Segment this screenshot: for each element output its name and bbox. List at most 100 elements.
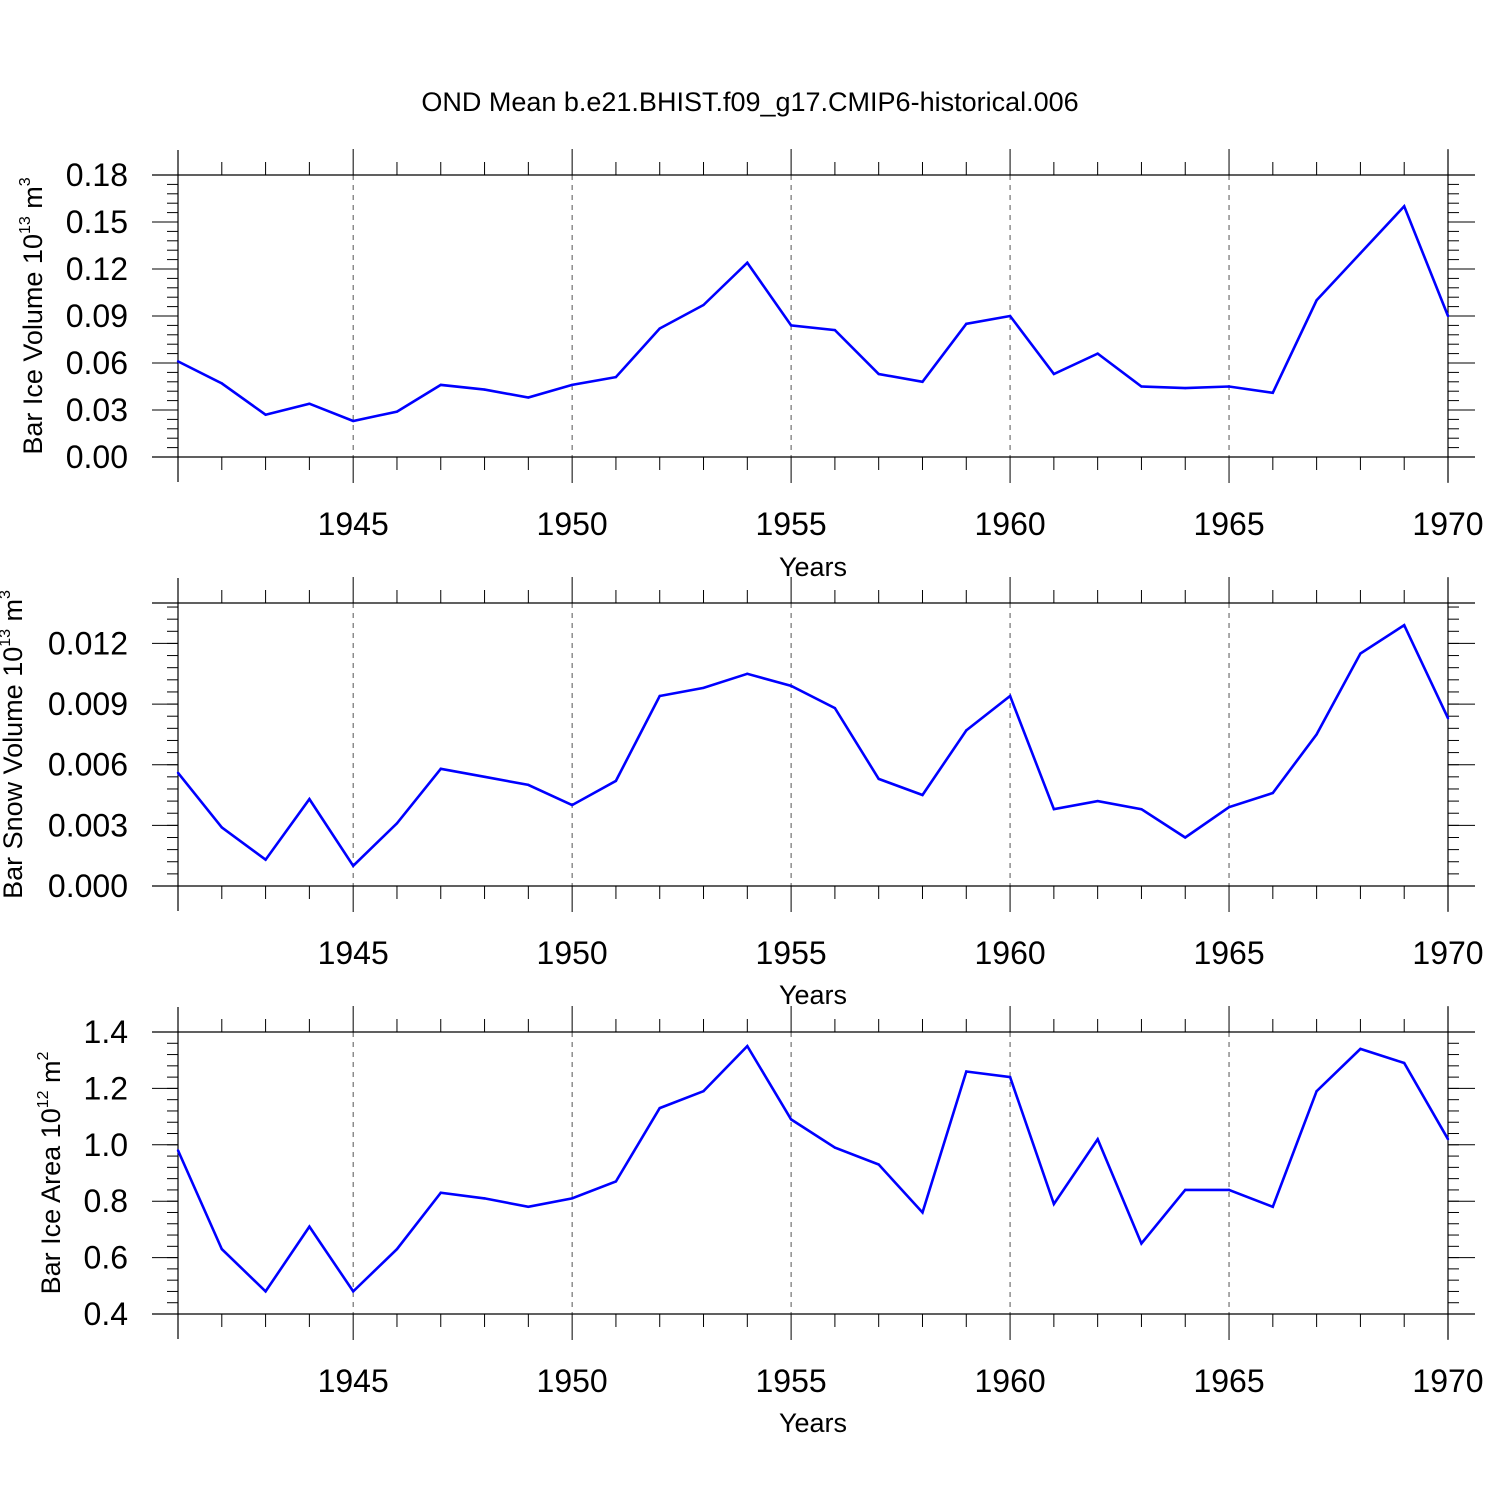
data-point bbox=[833, 1146, 837, 1149]
data-point bbox=[789, 324, 793, 327]
x-tick-label: 1970 bbox=[1412, 1363, 1483, 1399]
x-tick-label: 1965 bbox=[1193, 1363, 1264, 1399]
data-point bbox=[1140, 807, 1143, 811]
data-point bbox=[220, 382, 223, 385]
data-point bbox=[1315, 733, 1318, 736]
data-point bbox=[1446, 717, 1450, 720]
y-axis-title: Bar Ice Area 1012 m2 bbox=[35, 1051, 66, 1294]
series-line bbox=[177, 203, 1450, 423]
y-tick-label: 0.12 bbox=[66, 251, 128, 287]
data-point bbox=[789, 684, 793, 688]
data-point bbox=[1227, 805, 1231, 809]
data-point bbox=[1227, 1188, 1231, 1192]
data-point bbox=[1052, 372, 1056, 376]
series-line bbox=[176, 623, 1450, 868]
x-tick-label: 1950 bbox=[537, 1363, 608, 1399]
data-point bbox=[176, 771, 180, 774]
data-point bbox=[658, 327, 661, 330]
data-point bbox=[439, 767, 442, 770]
data-point bbox=[1271, 391, 1275, 394]
data-point bbox=[965, 322, 968, 326]
x-axis-title: Years bbox=[779, 980, 847, 1010]
data-point bbox=[614, 375, 618, 379]
data-point bbox=[658, 1106, 661, 1110]
data-point bbox=[527, 1205, 530, 1209]
x-tick-label: 1965 bbox=[1193, 506, 1264, 542]
data-point bbox=[614, 779, 618, 783]
data-point bbox=[308, 1225, 311, 1228]
y-tick-label: 0.8 bbox=[84, 1183, 128, 1219]
y-tick-label: 0.012 bbox=[48, 625, 128, 661]
data-point bbox=[1359, 652, 1362, 655]
data-point bbox=[1184, 1188, 1187, 1192]
x-axis-title: Years bbox=[779, 552, 847, 582]
data-point bbox=[1403, 624, 1406, 627]
data-point bbox=[965, 1070, 968, 1073]
data-point bbox=[308, 797, 311, 801]
data-point bbox=[833, 706, 837, 710]
y-tick-label: 0.15 bbox=[66, 204, 128, 240]
data-point bbox=[1008, 314, 1012, 318]
x-tick-label: 1955 bbox=[756, 1363, 827, 1399]
data-point bbox=[658, 694, 661, 698]
data-point bbox=[439, 383, 442, 387]
x-tick-label: 1965 bbox=[1193, 935, 1264, 971]
data-point bbox=[1315, 299, 1318, 302]
data-point bbox=[1096, 799, 1099, 803]
data-point bbox=[176, 360, 180, 363]
panel-2: 0.000 0.003 0.006 0.009 0.012 1945 1950 1955 196… bbox=[0, 577, 1484, 1010]
y-tick-label: 0.006 bbox=[48, 747, 128, 783]
data-point bbox=[1140, 385, 1143, 388]
data-point bbox=[877, 372, 880, 376]
y-axis-title: Bar Snow Volume 1013 m3 bbox=[0, 590, 28, 899]
data-point bbox=[308, 402, 311, 405]
y-tick-label: 0.6 bbox=[84, 1240, 128, 1276]
data-point bbox=[1403, 205, 1406, 208]
panel-3: 0.4 0.6 0.8 1.0 1.2 1.4 1945 1950 1955 1960 1965 19… bbox=[35, 1006, 1484, 1438]
data-point bbox=[395, 822, 399, 825]
x-tick-label: 1955 bbox=[756, 935, 827, 971]
x-tick-label: 1960 bbox=[974, 506, 1045, 542]
data-point bbox=[921, 1211, 924, 1214]
data-point bbox=[1096, 1137, 1099, 1141]
data-point bbox=[746, 1044, 749, 1048]
x-tick-label: 1960 bbox=[974, 1363, 1045, 1399]
y-axis-title: Bar Ice Volume 1013 m3 bbox=[17, 177, 48, 454]
data-point bbox=[570, 1197, 574, 1200]
data-point bbox=[1184, 386, 1187, 390]
data-point bbox=[1446, 1137, 1450, 1141]
y-tick-label: 0.003 bbox=[48, 807, 128, 843]
data-point bbox=[702, 1090, 705, 1093]
x-tick-label: 1970 bbox=[1412, 506, 1483, 542]
y-tick-label: 0.18 bbox=[66, 157, 128, 193]
data-point bbox=[746, 672, 749, 675]
data-point bbox=[789, 1118, 793, 1121]
data-point bbox=[1052, 1202, 1056, 1206]
data-point bbox=[877, 1163, 880, 1166]
y-tick-label: 0.4 bbox=[84, 1296, 128, 1332]
data-point bbox=[176, 1149, 180, 1152]
x-tick-label: 1960 bbox=[974, 935, 1045, 971]
figure-title: OND Mean b.e21.BHIST.f09_g17.CMIP6-histo… bbox=[421, 87, 1078, 117]
data-point bbox=[833, 328, 837, 332]
data-point bbox=[1359, 252, 1362, 255]
series-line bbox=[176, 1043, 1450, 1294]
x-tick-label: 1945 bbox=[318, 1363, 389, 1399]
data-point bbox=[877, 777, 880, 781]
data-point bbox=[527, 396, 530, 399]
data-point bbox=[264, 858, 267, 861]
y-tick-label: 0.009 bbox=[48, 686, 128, 722]
data-point bbox=[439, 1191, 442, 1194]
data-point bbox=[1184, 836, 1187, 839]
data-point bbox=[351, 1290, 355, 1293]
data-point bbox=[702, 303, 705, 307]
data-point bbox=[483, 388, 486, 391]
y-tick-label: 1.2 bbox=[84, 1070, 128, 1106]
data-point bbox=[527, 783, 530, 787]
x-tick-label: 1945 bbox=[318, 506, 389, 542]
x-tick-label: 1970 bbox=[1412, 935, 1483, 971]
data-point bbox=[395, 1247, 399, 1251]
x-tick-label: 1955 bbox=[756, 506, 827, 542]
